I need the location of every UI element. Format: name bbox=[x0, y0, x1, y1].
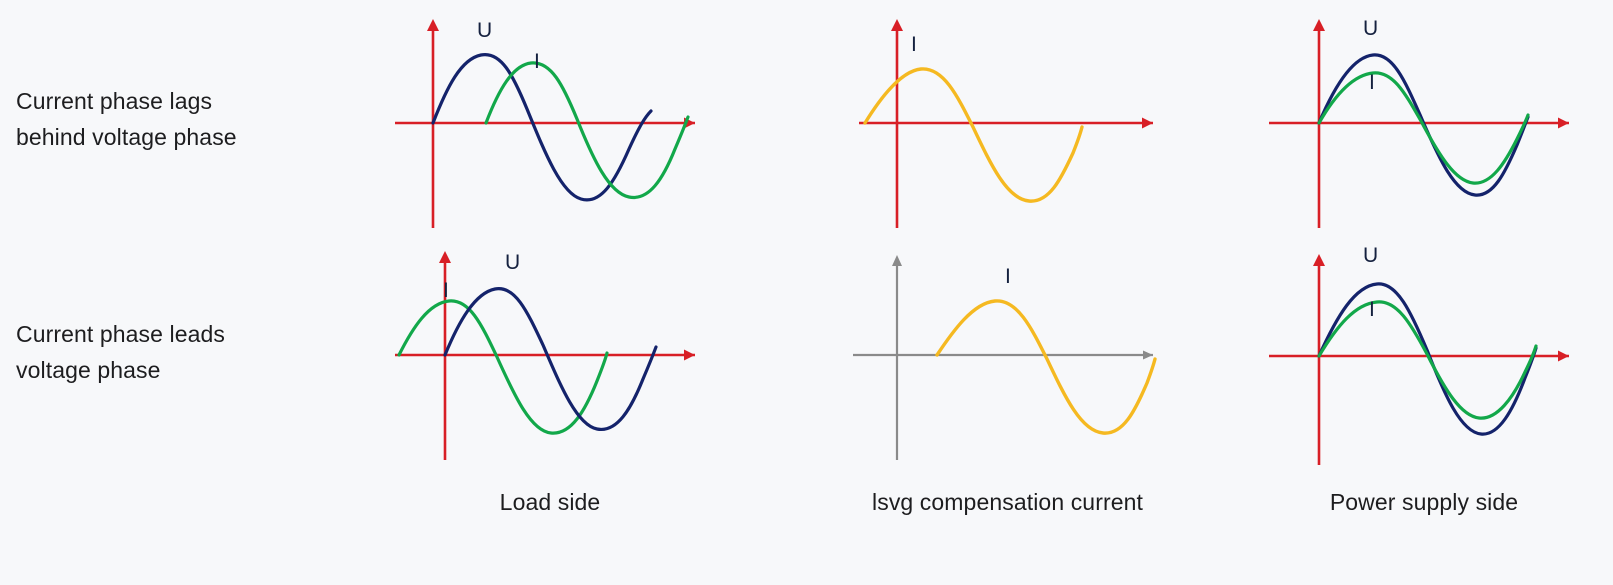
row-label-leading: Current phase leads voltage phase bbox=[0, 317, 320, 388]
caption-power-supply-side: Power supply side bbox=[1329, 489, 1519, 515]
label-U: U bbox=[1363, 244, 1378, 267]
row-label-lagging: Current phase lags behind voltage phase bbox=[0, 84, 320, 155]
row-label-leading-line2: voltage phase bbox=[16, 356, 161, 383]
label-I: I bbox=[911, 33, 917, 56]
panel-lsvg-compensation-leading: I bbox=[780, 240, 1235, 465]
curve-compensation-I bbox=[862, 66, 1084, 203]
waveform-load-side-lagging: U I bbox=[395, 18, 695, 228]
row-label-lagging-line1: Current phase lags bbox=[16, 88, 213, 115]
label-I: I bbox=[1005, 265, 1011, 288]
curve-current-I bbox=[397, 299, 609, 435]
axes-gray bbox=[852, 255, 1153, 460]
label-I: I bbox=[534, 50, 540, 73]
label-U: U bbox=[477, 19, 492, 42]
waveform-lsvg-lagging: I bbox=[858, 18, 1153, 228]
label-I: I bbox=[443, 279, 449, 302]
curve-voltage-U bbox=[1317, 282, 1538, 436]
curve-voltage-U bbox=[443, 287, 658, 431]
label-I: I bbox=[1369, 71, 1375, 94]
axes-red bbox=[858, 18, 1153, 228]
panel-power-supply-side-leading: U I bbox=[1235, 240, 1613, 465]
curve-compensation-I bbox=[934, 299, 1157, 435]
panel-lsvg-compensation-lagging: I bbox=[780, 0, 1235, 240]
panel-power-supply-side-lagging: U I bbox=[1235, 0, 1613, 240]
curve-voltage-U bbox=[431, 52, 653, 202]
label-U: U bbox=[505, 251, 520, 274]
axes-red bbox=[395, 18, 695, 228]
label-I: I bbox=[1369, 298, 1375, 321]
waveform-power-supply-leading: U I bbox=[1269, 244, 1569, 465]
waveform-power-supply-lagging: U I bbox=[1269, 17, 1569, 228]
axes-red bbox=[1269, 254, 1569, 465]
waveform-load-side-leading: U I bbox=[395, 251, 695, 460]
row-label-leading-line1: Current phase leads bbox=[16, 320, 226, 347]
waveform-lsvg-leading: I bbox=[852, 255, 1157, 460]
axes-red bbox=[395, 251, 695, 460]
row-label-lagging-line2: behind voltage phase bbox=[16, 124, 237, 150]
curve-current-I bbox=[1317, 70, 1530, 185]
curve-voltage-U bbox=[1317, 52, 1530, 197]
curve-current-I bbox=[1317, 300, 1538, 420]
label-U: U bbox=[1363, 17, 1378, 40]
curve-current-I bbox=[484, 60, 690, 199]
panel-load-side-lagging: U I bbox=[320, 0, 780, 240]
panel-load-side-leading: U I bbox=[320, 240, 780, 465]
caption-load-side: Load side bbox=[499, 489, 601, 515]
caption-lsvg-compensation-current: lsvg compensation current bbox=[872, 489, 1143, 515]
